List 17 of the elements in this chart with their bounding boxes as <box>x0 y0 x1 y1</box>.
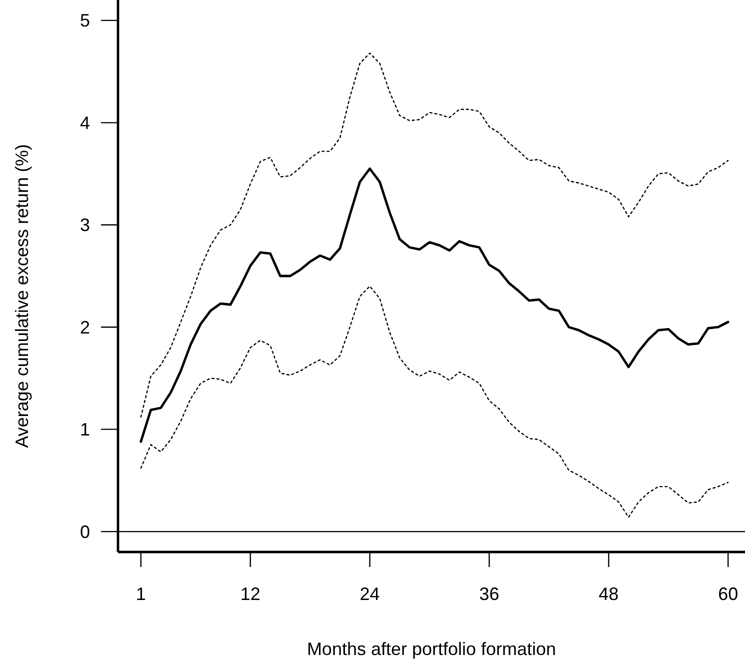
line-series <box>140 286 729 518</box>
x-tick-label: 60 <box>718 584 738 604</box>
x-axis-title: Months after portfolio formation <box>306 639 556 659</box>
y-tick-label: 0 <box>80 522 90 542</box>
x-tick-label: 36 <box>479 584 500 604</box>
x-tick-label: 1 <box>136 584 146 604</box>
y-tick-label: 3 <box>80 215 90 236</box>
line-series <box>140 167 730 443</box>
y-tick-label: 4 <box>80 112 90 133</box>
y-tick-label: 5 <box>80 10 90 31</box>
y-tick-label: 1 <box>80 420 90 440</box>
y-tick-label: 2 <box>80 317 90 338</box>
x-tick-label: 12 <box>240 584 260 604</box>
y-axis-title: Average cumulative excess return (%) <box>12 144 32 448</box>
x-tick-label: 48 <box>598 584 619 604</box>
line-series <box>140 52 729 418</box>
x-tick-label: 24 <box>360 584 380 604</box>
